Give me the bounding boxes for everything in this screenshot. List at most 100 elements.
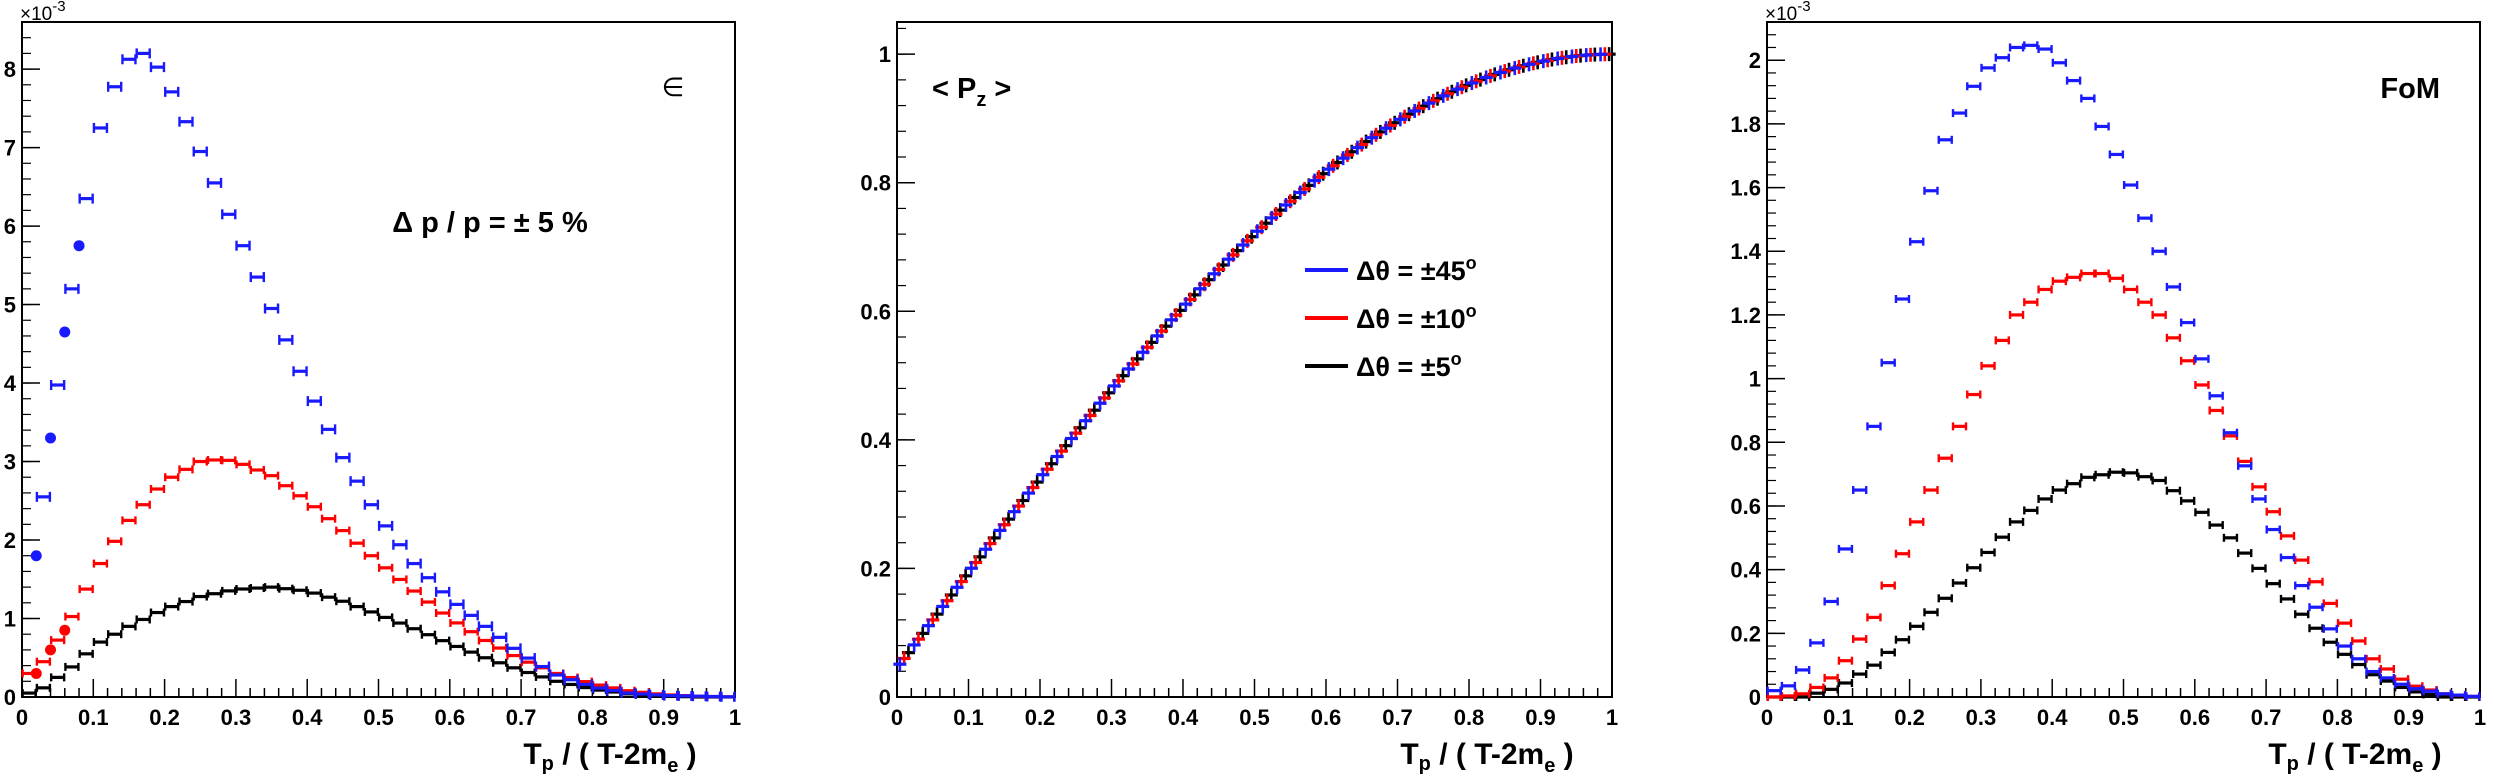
data-point-black xyxy=(35,683,52,692)
data-point-red xyxy=(463,627,479,636)
data-point-black xyxy=(449,642,465,651)
x-tick-label: 0.7 xyxy=(2251,705,2282,730)
x-tick-label: 1 xyxy=(2474,705,2486,730)
data-point-blue xyxy=(1909,237,1925,246)
data-point-red xyxy=(2351,636,2367,645)
data-point-blue xyxy=(106,81,123,92)
data-point-red xyxy=(178,465,194,474)
data-point-red xyxy=(278,481,294,490)
data-point-black xyxy=(2008,517,2025,526)
data-point-blue xyxy=(2251,494,2267,503)
data-point-black xyxy=(434,636,451,645)
data-point-red xyxy=(1837,656,1854,665)
data-point-blue xyxy=(1508,61,1522,76)
x-tick-label: 0.5 xyxy=(2108,705,2139,730)
data-point-black xyxy=(78,649,94,658)
data-point-red xyxy=(320,514,337,523)
data-point-blue xyxy=(2122,181,2139,190)
data-point-blue xyxy=(335,452,351,463)
data-point-blue xyxy=(406,558,422,569)
data-point-blue xyxy=(1551,51,1565,66)
data-point-blue xyxy=(363,499,380,510)
data-point-blue xyxy=(2379,673,2396,682)
momentum-acceptance-label: Δ p / p = ± 5 % xyxy=(392,207,588,239)
x-tick-label: 0.3 xyxy=(221,705,252,730)
y-tick-label: 0 xyxy=(1749,685,1761,710)
data-point-blue xyxy=(206,177,223,188)
data-point-blue xyxy=(263,303,280,314)
data-point-blue xyxy=(549,670,565,681)
data-point-red xyxy=(1794,689,1811,698)
data-point-blue xyxy=(477,621,494,632)
y-tick-label: 0.8 xyxy=(1730,430,1761,455)
data-point-blue xyxy=(936,599,950,614)
data-point-blue xyxy=(563,674,579,685)
y-tick-label: 0.4 xyxy=(860,428,891,453)
data-point-red xyxy=(306,502,323,511)
data-point-red xyxy=(106,537,123,546)
data-point-blue xyxy=(1766,686,1782,695)
x-tick-label: 0.3 xyxy=(1966,705,1997,730)
data-point-red xyxy=(420,598,437,607)
data-point-red xyxy=(2294,556,2310,565)
plot-frame xyxy=(1766,21,2481,698)
data-point-black xyxy=(2037,494,2053,503)
x-tick-label: 0.6 xyxy=(2180,705,2211,730)
data-point-blue xyxy=(1923,186,1939,195)
data-point-black xyxy=(92,638,109,647)
data-point-blue xyxy=(492,632,508,643)
data-point-black xyxy=(363,607,380,616)
data-point-blue xyxy=(2279,553,2296,562)
data-point-blue xyxy=(893,657,907,672)
data-point-black xyxy=(206,589,223,598)
data-point-blue xyxy=(2194,354,2210,363)
data-point-blue xyxy=(1536,54,1550,69)
data-point-blue xyxy=(2179,318,2196,327)
data-point-black xyxy=(121,622,137,631)
efficiency-symbol: ∈ xyxy=(662,72,685,102)
data-point-blue xyxy=(1279,198,1293,213)
data-point-red xyxy=(78,585,94,594)
x-tick-label: 0.6 xyxy=(435,705,466,730)
y-tick-label: 6 xyxy=(4,214,16,239)
data-point-black xyxy=(1866,661,1882,670)
data-point-blue xyxy=(2465,692,2481,701)
data-point-blue xyxy=(1966,82,1982,91)
data-point-black xyxy=(2265,579,2281,588)
data-point-black xyxy=(2194,508,2210,517)
data-point-black xyxy=(392,619,408,628)
data-point-blue xyxy=(1165,312,1179,327)
data-point-black xyxy=(349,602,365,611)
data-point-black xyxy=(506,663,522,672)
data-point-red xyxy=(221,456,237,465)
data-point-blue xyxy=(677,690,693,701)
data-point-red xyxy=(30,667,42,679)
data-point-blue xyxy=(2151,247,2167,256)
data-point-blue xyxy=(178,116,194,127)
data-point-black xyxy=(2108,468,2125,477)
data-point-blue xyxy=(993,523,1007,538)
data-point-blue xyxy=(1594,47,1608,62)
data-point-red xyxy=(49,636,66,645)
data-point-black xyxy=(2051,486,2068,495)
data-point-black xyxy=(1909,622,1925,631)
data-point-black xyxy=(235,585,251,593)
data-point-blue xyxy=(1880,358,1896,367)
y-tick-label: 4 xyxy=(4,371,17,396)
data-point-blue xyxy=(2336,642,2353,651)
data-point-black xyxy=(49,673,66,682)
data-point-blue xyxy=(1136,345,1150,360)
data-point-red xyxy=(1880,581,1896,590)
data-point-blue xyxy=(2222,428,2239,437)
data-point-blue xyxy=(1565,49,1579,64)
data-point-blue xyxy=(1064,431,1078,446)
data-point-blue xyxy=(921,618,935,633)
data-point-blue xyxy=(1994,53,2010,62)
data-point-blue xyxy=(2137,214,2153,223)
data-point-red xyxy=(263,471,280,480)
axis-exponent-label: ×10-3 xyxy=(20,0,66,25)
data-point-blue xyxy=(1107,378,1121,393)
data-point-red xyxy=(1894,549,1911,558)
data-point-blue xyxy=(2008,43,2025,52)
data-point-blue xyxy=(2393,680,2410,689)
